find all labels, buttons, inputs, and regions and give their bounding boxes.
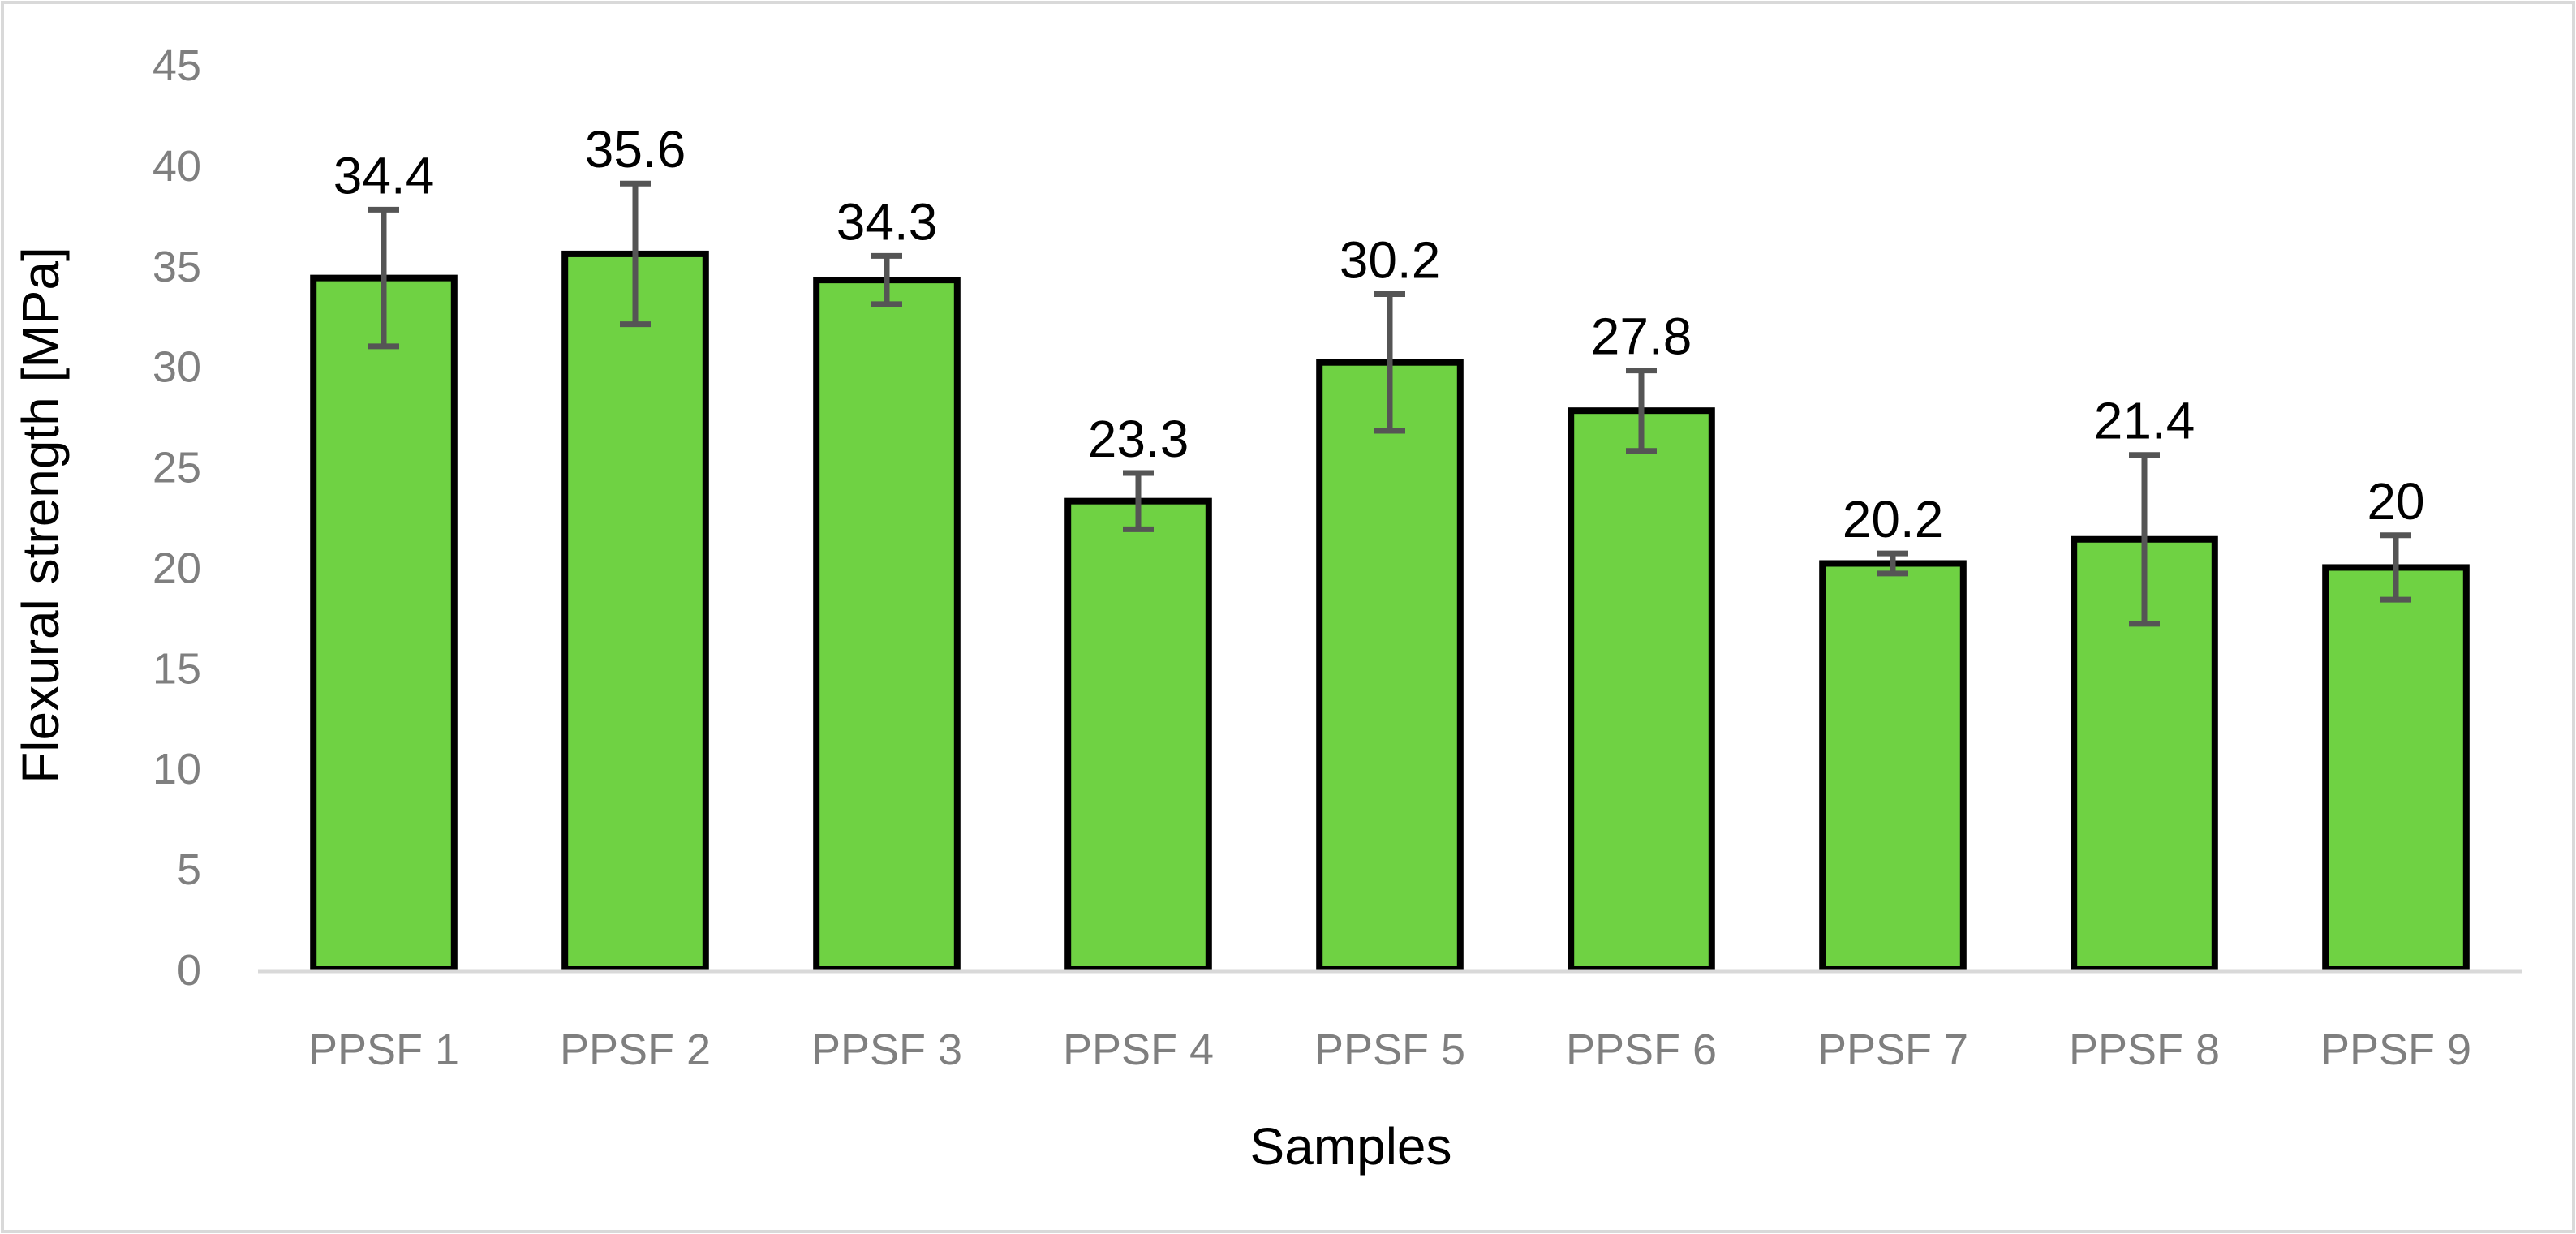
x-tick-label: PPSF 8 <box>2069 1025 2220 1074</box>
error-bar <box>620 180 651 328</box>
x-tick-label: PPSF 5 <box>1314 1025 1465 1074</box>
y-tick-label: 25 <box>153 444 201 492</box>
bar <box>813 277 961 974</box>
x-tick-label: PPSF 4 <box>1063 1025 1214 1074</box>
x-axis-tick-labels: PPSF 1 PPSF 2 PPSF 3 PPSF 4 PPSF 5 PPSF 6 PPSF… <box>308 1025 2471 1074</box>
data-label: 21.4 <box>2094 392 2195 450</box>
x-axis-title: Samples <box>1250 1117 1452 1176</box>
y-tick-label: 10 <box>153 745 201 793</box>
x-tick-label: PPSF 3 <box>811 1025 962 1074</box>
y-tick-label: 15 <box>153 644 201 693</box>
data-label: 35.6 <box>585 120 686 178</box>
y-tick-label: 35 <box>153 243 201 291</box>
data-label: 27.8 <box>1591 307 1692 366</box>
error-bar <box>368 206 399 350</box>
x-tick-label: PPSF 9 <box>2320 1025 2471 1074</box>
y-tick-label: 45 <box>153 41 201 90</box>
bar <box>2322 564 2470 973</box>
y-tick-label: 5 <box>177 845 201 894</box>
error-bar <box>1374 290 1405 434</box>
y-tick-label: 30 <box>153 343 201 392</box>
y-tick-label: 0 <box>177 946 201 995</box>
bar <box>1316 359 1464 973</box>
x-tick-label: PPSF 1 <box>308 1025 459 1074</box>
y-axis-tick-labels: 0 5 10 15 20 25 30 35 40 45 <box>153 41 201 995</box>
error-bar <box>1123 470 1154 532</box>
error-bar <box>1877 550 1908 577</box>
y-tick-label: 40 <box>153 142 201 191</box>
data-label: 23.3 <box>1088 410 1189 468</box>
error-bar <box>2129 452 2160 627</box>
data-label: 34.4 <box>333 146 435 204</box>
data-labels-group: 34.4 35.6 34.3 23.3 30.2 27.8 20.2 21.4 20 <box>333 120 2425 548</box>
x-tick-label: PPSF 6 <box>1566 1025 1717 1074</box>
x-tick-label: PPSF 7 <box>1817 1025 1968 1074</box>
data-label: 20 <box>2367 472 2424 531</box>
data-label: 20.2 <box>1843 490 1944 548</box>
x-tick-label: PPSF 2 <box>560 1025 711 1074</box>
bar <box>310 274 458 973</box>
error-bar <box>1626 368 1657 454</box>
y-tick-label: 20 <box>153 544 201 592</box>
y-axis-title: Flexural strength [MPa] <box>11 247 70 784</box>
bar <box>561 250 709 973</box>
bar <box>1064 497 1212 973</box>
data-label: 34.3 <box>836 192 938 251</box>
error-bar <box>871 252 902 307</box>
error-bars-group <box>368 180 2411 627</box>
bar <box>1568 407 1715 973</box>
bar <box>1819 560 1967 973</box>
error-bar <box>2380 532 2411 603</box>
data-label: 30.2 <box>1340 230 1441 289</box>
